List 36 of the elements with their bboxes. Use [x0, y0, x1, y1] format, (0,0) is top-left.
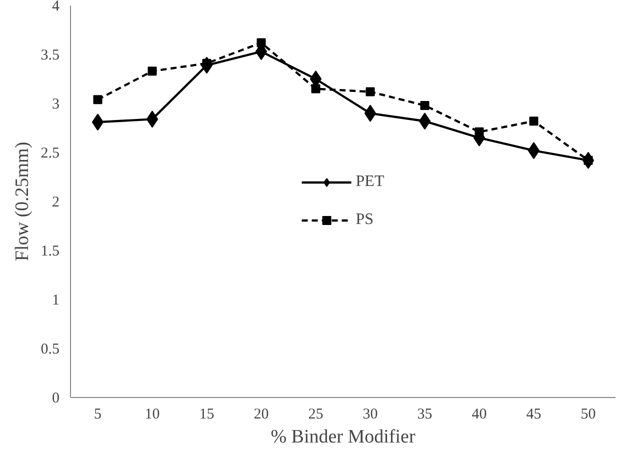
x-tick-label: 25 [308, 406, 324, 422]
point [256, 38, 266, 48]
legend-label: PS [356, 211, 375, 229]
x-tick-label: 45 [526, 406, 542, 422]
y-tick-label: 0 [52, 390, 60, 406]
y-tick-label: 1.5 [40, 244, 60, 260]
x-tick-label: 10 [144, 406, 160, 422]
y-tick-label: 3 [52, 96, 60, 112]
point [311, 84, 320, 94]
point [418, 112, 431, 130]
y-tick-label: 2.5 [40, 146, 60, 162]
point [148, 66, 157, 76]
point [93, 95, 102, 104]
y-tick-label: 0.5 [40, 342, 60, 358]
point [474, 127, 484, 136]
x-tick-label: 15 [199, 406, 214, 422]
x-tick-label: 20 [254, 406, 269, 422]
y-tick-label: 1 [52, 292, 60, 308]
point [529, 116, 538, 126]
point [420, 100, 430, 110]
x-tick-label: 40 [472, 406, 487, 422]
point [366, 87, 375, 96]
x-tick-label: 30 [362, 406, 378, 422]
legend-label: PET [356, 173, 384, 191]
point [146, 110, 158, 128]
y-tick-label: 2 [52, 194, 60, 210]
y-tick-label: 3.5 [40, 48, 60, 64]
point [364, 104, 376, 122]
x-tick-label: 50 [580, 406, 596, 422]
y-axis-title: Flow (0.25mm) [12, 142, 33, 262]
point [528, 142, 540, 160]
y-tick-label: 4 [52, 0, 60, 14]
point [92, 114, 104, 131]
x-tick-label: 35 [417, 406, 432, 422]
x-tick-label: 5 [94, 406, 102, 422]
x-axis-title: % Binder Modifier [270, 426, 416, 448]
